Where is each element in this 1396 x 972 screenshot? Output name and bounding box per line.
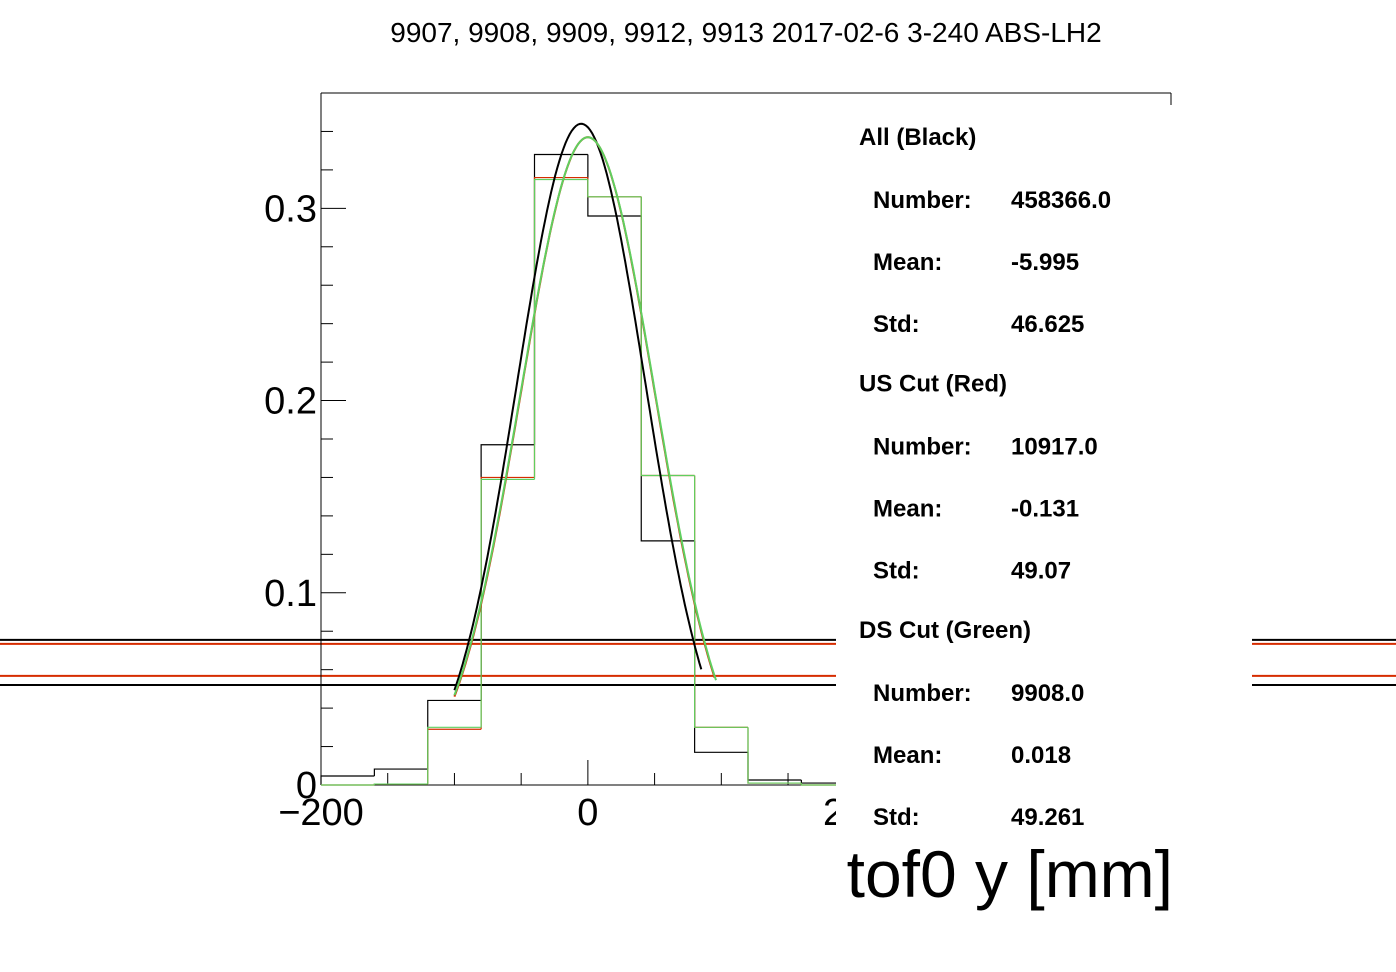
stats-label: Number: (873, 434, 972, 461)
stats-value: 458366.0 (1011, 187, 1111, 214)
histogram-bin (694, 540, 748, 753)
histogram-bin (373, 783, 428, 785)
stats-label: Number: (873, 187, 972, 214)
stats-value: -0.131 (1011, 496, 1079, 523)
stats-title: US Cut (Red) (859, 371, 1007, 398)
x-axis-label: tof0 y [mm] (847, 837, 1173, 911)
stats-value: 0.018 (1011, 742, 1071, 769)
chart-title: 9907, 9908, 9909, 9912, 9913 2017-02-6 3… (390, 17, 1101, 48)
histogram-bin (427, 699, 482, 770)
stats-label: Std: (873, 311, 920, 338)
stats-label: Mean: (873, 249, 942, 276)
histogram-bin (747, 752, 802, 781)
histogram-bin (587, 179, 642, 198)
y-tick-label: 0.3 (264, 188, 317, 230)
y-tick-label: 0.2 (264, 381, 317, 423)
stats-label: Number: (873, 680, 972, 707)
histogram-bin (640, 196, 695, 477)
stats-box (836, 112, 1252, 840)
histogram-bin (533, 176, 588, 478)
histogram-bin (640, 216, 695, 542)
stats-title: DS Cut (Green) (859, 617, 1031, 644)
fit-curve (453, 136, 717, 696)
histogram-bin (373, 768, 428, 776)
histogram-bin (533, 153, 588, 445)
stats-value: 49.261 (1011, 804, 1084, 831)
histogram-bin (747, 727, 802, 784)
stats-value: -5.995 (1011, 249, 1079, 276)
stats-value: 9908.0 (1011, 680, 1084, 707)
histogram-bin (480, 476, 535, 730)
histogram-bin (320, 775, 375, 785)
histogram-bin (480, 478, 535, 728)
histogram-bin (587, 154, 642, 217)
histogram-bin (480, 444, 535, 701)
fit-curve (453, 122, 703, 691)
x-tick-label: 0 (577, 792, 598, 834)
stats-label: Mean: (873, 742, 942, 769)
stats-value: 49.07 (1011, 558, 1071, 585)
histogram-bin (533, 178, 588, 480)
stats-label: Std: (873, 558, 920, 585)
stats-value: 10917.0 (1011, 434, 1098, 461)
histogram-bin (640, 196, 695, 477)
histogram-bin (694, 475, 748, 728)
stats-label: Mean: (873, 496, 942, 523)
histogram-bin (747, 727, 802, 784)
fit-curve (453, 136, 716, 697)
stats-label: Std: (873, 804, 920, 831)
y-tick-label: 0 (296, 765, 317, 807)
histogram-bin (427, 726, 482, 785)
histogram-bin (694, 475, 748, 728)
y-tick-label: 0.1 (264, 573, 317, 615)
stats-value: 46.625 (1011, 311, 1084, 338)
x-tick-label: −200 (278, 792, 364, 834)
stats-title: All (Black) (859, 124, 976, 151)
